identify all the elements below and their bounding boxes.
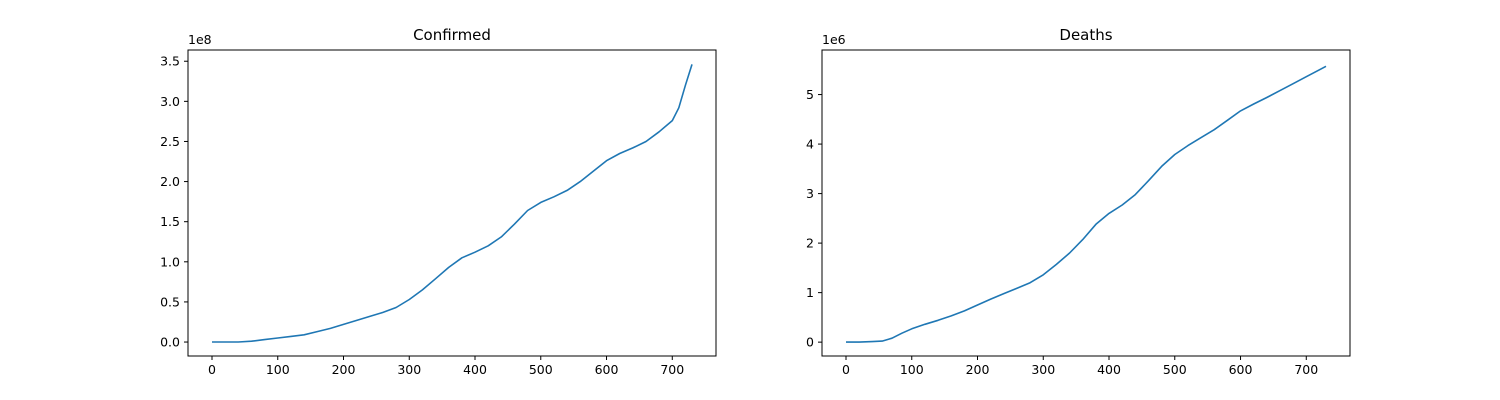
deaths-y-offset-label: 1e6 [822,32,846,47]
deaths-y-tick-label: 5 [806,87,814,102]
confirmed-x-tick-label: 700 [660,362,684,377]
confirmed-plot-frame [187,49,717,357]
deaths-x-tick-label: 0 [842,362,850,377]
deaths-x-tick-label: 700 [1294,362,1318,377]
confirmed-x-tick-label: 300 [397,362,421,377]
confirmed-y-tick-label: 0.0 [160,335,180,350]
confirmed-chart-title: Confirmed [413,26,491,44]
confirmed-y-tick-label: 1.0 [160,254,180,269]
confirmed-y-tick-label: 2.0 [160,174,180,189]
deaths-x-tick-label: 600 [1229,362,1253,377]
confirmed-y-tick-label: 2.5 [160,134,180,149]
deaths-chart-panel: 0 100 200 300 400 500 600 700 0 1 2 3 4 5 Deaths 1e6 [806,26,1351,377]
deaths-y-tick-label: 4 [806,137,814,152]
confirmed-x-tick-label: 200 [332,362,356,377]
confirmed-x-tick-label: 0 [208,362,216,377]
deaths-series-line-0 [846,65,1327,343]
deaths-y-tick-label: 1 [806,285,814,300]
deaths-x-tick-label: 400 [1097,362,1121,377]
deaths-y-tick-label: 2 [806,236,814,251]
deaths-chart-title: Deaths [1059,26,1112,44]
confirmed-series-line-0 [212,64,693,343]
deaths-x-tick-label: 200 [966,362,990,377]
confirmed-x-tick-label: 100 [266,362,290,377]
confirmed-chart-panel: 0 100 200 300 400 500 600 700 0.0 0.5 1.0 1.5 2.0 2.5… [160,26,717,377]
confirmed-x-tick-label: 400 [463,362,487,377]
deaths-x-tick-label: 100 [900,362,924,377]
confirmed-y-tick-label: 3.0 [160,94,180,109]
confirmed-y-tick-label: 1.5 [160,214,180,229]
deaths-x-tick-label: 300 [1031,362,1055,377]
confirmed-y-tick-label: 3.5 [160,54,180,69]
confirmed-y-tick-label: 0.5 [160,294,180,309]
confirmed-x-tick-label: 600 [595,362,619,377]
deaths-y-tick-label: 3 [806,186,814,201]
confirmed-x-tick-label: 500 [529,362,553,377]
deaths-y-tick-label: 0 [806,335,814,350]
deaths-plot-frame [821,49,1351,357]
deaths-x-tick-label: 500 [1163,362,1187,377]
confirmed-y-offset-label: 1e8 [188,32,212,47]
